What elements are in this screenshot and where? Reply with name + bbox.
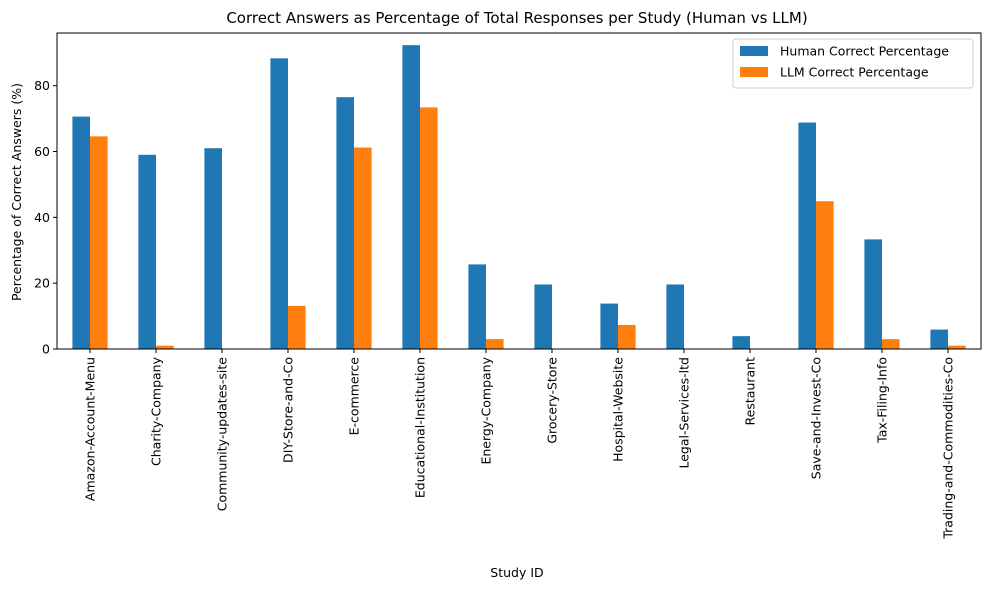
x-tick-label-11: Save-and-Invest-Co bbox=[809, 357, 824, 479]
bar-human-9 bbox=[666, 284, 684, 349]
legend-swatch-0 bbox=[740, 46, 768, 56]
bar-human-0 bbox=[72, 116, 90, 349]
bar-llm-11 bbox=[816, 201, 834, 349]
bar-human-1 bbox=[138, 154, 156, 349]
x-tick-label-10: Restaurant bbox=[743, 357, 758, 426]
x-tick-label-1: Charity-Company bbox=[149, 356, 164, 466]
bar-llm-5 bbox=[420, 107, 438, 350]
x-tick-label-0: Amazon-Account-Menu bbox=[83, 357, 98, 501]
bar-human-11 bbox=[798, 122, 816, 350]
x-tick-label-2: Community-updates-site bbox=[215, 357, 230, 512]
x-tick-label-5: Educational-Institution bbox=[413, 357, 428, 498]
bar-human-4 bbox=[336, 97, 354, 349]
bar-human-10 bbox=[732, 336, 750, 349]
legend-box bbox=[732, 38, 974, 89]
bar-human-12 bbox=[864, 239, 882, 349]
x-tick-label-6: Energy-Company bbox=[479, 356, 494, 464]
bar-llm-6 bbox=[486, 339, 504, 349]
x-tick-label-12: Tax-Filing-Info bbox=[875, 357, 890, 444]
bar-human-3 bbox=[270, 58, 288, 350]
x-tick-label-13: Trading-and-Commodities-Co bbox=[941, 357, 956, 540]
legend-label-0: Human Correct Percentage bbox=[780, 44, 949, 59]
y-axis-label: Percentage of Correct Answers (%) bbox=[9, 83, 24, 301]
y-axis: 0 20 40 60 80 bbox=[34, 78, 57, 357]
bar-llm-0 bbox=[90, 136, 108, 349]
bar-llm-4 bbox=[354, 147, 372, 349]
x-tick-label-3: DIY-Store-and-Co bbox=[281, 357, 296, 463]
y-tick-label-0: 0 bbox=[42, 342, 50, 357]
y-tick-label-2: 40 bbox=[34, 210, 50, 225]
x-axis-label: Study ID bbox=[490, 565, 543, 580]
x-tick-label-7: Grocery-Store bbox=[545, 357, 560, 444]
bar-llm-12 bbox=[882, 339, 900, 349]
bar-llm-8 bbox=[618, 324, 636, 349]
x-axis: Amazon-Account-Menu Charity-Company Commun… bbox=[83, 349, 956, 540]
bar-llm-3 bbox=[288, 305, 306, 349]
legend: Human Correct Percentage LLM Correct Perc… bbox=[732, 38, 974, 89]
bar-llm-13 bbox=[948, 345, 966, 349]
bar-human-8 bbox=[600, 303, 618, 349]
x-tick-label-9: Legal-Services-ltd bbox=[677, 357, 692, 469]
bars-layer bbox=[72, 45, 966, 350]
bar-llm-1 bbox=[156, 345, 174, 349]
bar-human-5 bbox=[402, 45, 420, 349]
bar-human-6 bbox=[468, 264, 486, 349]
y-tick-label-3: 60 bbox=[34, 144, 50, 159]
legend-swatch-1 bbox=[740, 67, 768, 77]
bar-human-13 bbox=[930, 329, 948, 349]
x-tick-label-4: E-commerce bbox=[347, 357, 362, 436]
y-tick-label-4: 80 bbox=[34, 78, 50, 93]
x-tick-label-8: Hospital-Website bbox=[611, 357, 626, 462]
chart-title: Correct Answers as Percentage of Total R… bbox=[226, 9, 807, 27]
bar-human-7 bbox=[534, 284, 552, 349]
plot-frame bbox=[56, 32, 982, 350]
bar-human-2 bbox=[204, 148, 222, 349]
legend-label-1: LLM Correct Percentage bbox=[780, 65, 929, 80]
y-tick-label-1: 20 bbox=[34, 276, 50, 291]
